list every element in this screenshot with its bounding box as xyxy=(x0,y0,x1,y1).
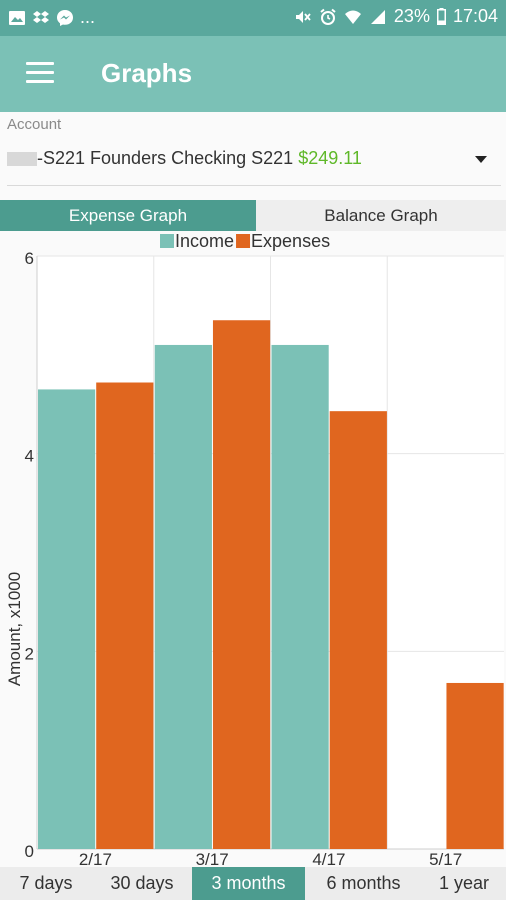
image-icon xyxy=(9,10,25,25)
graph-tabs: Expense Graph Balance Graph xyxy=(0,200,506,231)
signal-icon xyxy=(370,9,385,24)
range-selector: 7 days 30 days 3 months 6 months 1 year xyxy=(0,867,506,900)
bar-expenses-2-17 xyxy=(96,382,154,849)
y-tick-label: 4 xyxy=(25,447,34,466)
x-tick-label: 5/17 xyxy=(429,850,462,867)
status-bar: ... 23% 17:04 xyxy=(0,0,506,36)
bar-income-3-17 xyxy=(154,344,212,849)
x-tick-label: 3/17 xyxy=(196,850,229,867)
account-selector[interactable]: -S221 Founders Checking S221 $249.11 xyxy=(7,148,501,176)
y-tick-label: 2 xyxy=(25,644,34,663)
alarm-icon xyxy=(320,8,336,25)
bar-income-2-17 xyxy=(38,389,96,849)
account-divider xyxy=(7,185,501,186)
bar-income-4-17 xyxy=(271,344,329,849)
app-bar: Graphs xyxy=(0,36,506,112)
bar-expenses-5-17 xyxy=(446,682,504,849)
bar-expenses-3-17 xyxy=(212,320,271,849)
status-more: ... xyxy=(80,7,96,27)
range-1-year[interactable]: 1 year xyxy=(438,873,490,893)
range-7-days[interactable]: 7 days xyxy=(19,873,73,893)
tab-balance-graph[interactable]: Balance Graph xyxy=(256,200,506,231)
status-time: 17:04 xyxy=(452,6,498,26)
account-number-mask xyxy=(7,152,37,166)
bar-expenses-4-17 xyxy=(329,411,387,849)
dropbox-icon xyxy=(33,10,49,23)
mute-icon xyxy=(295,10,311,23)
legend-label-expenses: Expenses xyxy=(251,231,330,251)
legend-swatch-expenses xyxy=(236,234,251,248)
legend-label-income: Income xyxy=(175,231,234,251)
range-30-days[interactable]: 30 days xyxy=(110,873,174,893)
wifi-icon xyxy=(344,10,361,24)
page-title: Graphs xyxy=(101,58,193,88)
y-axis-label: Amount, x1000 xyxy=(5,572,24,686)
dropdown-arrow-icon[interactable] xyxy=(475,156,487,163)
battery-icon xyxy=(436,8,446,25)
messenger-icon xyxy=(57,9,73,26)
expense-chart: 0 2 4 6 2/17 3/17 4/17 5/17 Amount, x1000 Income E… xyxy=(0,231,506,869)
account-name: -S221 Founders Checking S221 xyxy=(37,148,294,168)
account-label: Account xyxy=(7,116,62,133)
battery-percent: 23% xyxy=(393,6,430,26)
y-tick-label: 0 xyxy=(25,842,34,861)
x-tick-label: 4/17 xyxy=(312,850,345,867)
legend-swatch-income xyxy=(160,234,174,248)
range-6-months[interactable]: 6 months xyxy=(326,873,401,893)
account-balance: $249.11 xyxy=(298,148,362,168)
x-tick-label: 2/17 xyxy=(79,850,112,867)
menu-icon[interactable] xyxy=(26,62,54,84)
y-tick-label: 6 xyxy=(25,249,34,268)
tab-expense-graph[interactable]: Expense Graph xyxy=(0,200,256,231)
range-3-months[interactable]: 3 months xyxy=(192,867,305,900)
